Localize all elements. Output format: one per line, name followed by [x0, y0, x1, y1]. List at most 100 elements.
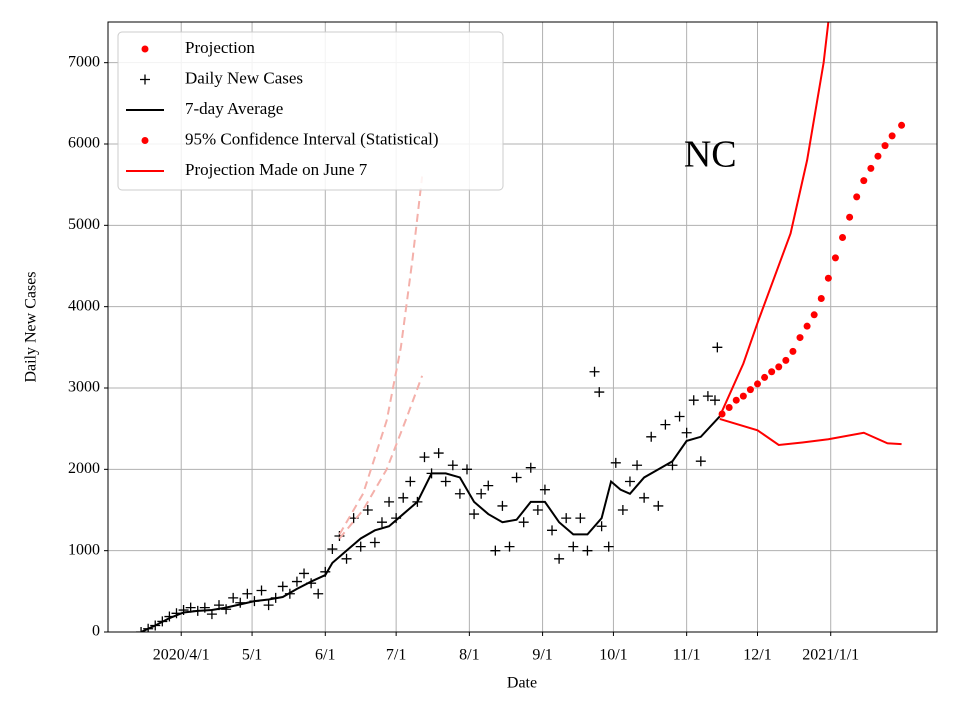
case-marker	[355, 541, 366, 552]
projection-dot	[817, 295, 825, 303]
axes-frame	[107, 21, 938, 633]
y-tick-label: 0	[92, 623, 100, 640]
projection-dot	[789, 347, 797, 355]
case-marker	[709, 395, 720, 406]
legend-label: Daily New Cases	[185, 68, 303, 87]
y-tick-label: 6000	[68, 135, 100, 152]
case-marker	[695, 456, 706, 467]
y-tick-label: 2000	[68, 460, 100, 477]
y-tick-label: 5000	[68, 216, 100, 233]
projection-dot	[782, 356, 790, 364]
case-marker	[291, 576, 302, 587]
projection-dot	[754, 380, 762, 388]
projection-dot	[761, 373, 769, 381]
projection-dot	[831, 254, 839, 262]
x-tick-label: 10/1	[599, 647, 627, 664]
case-marker	[476, 488, 487, 499]
legend-label: Projection Made on June 7	[185, 160, 368, 179]
case-marker	[454, 488, 465, 499]
case-marker	[532, 505, 543, 515]
x-tick-label: 6/1	[315, 647, 335, 664]
x-tick-label: 2021/1/1	[802, 647, 859, 664]
x-tick-label: 8/1	[459, 647, 479, 664]
projection-dot	[768, 368, 776, 376]
projection-dot	[810, 311, 818, 319]
projection-dot	[881, 142, 889, 150]
projection-dot	[746, 386, 754, 394]
case-marker	[277, 581, 288, 592]
case-marker	[582, 545, 593, 556]
projection-dot	[860, 177, 868, 185]
case-marker	[594, 387, 605, 398]
case-marker	[518, 517, 529, 528]
ticks: 0 1000 2000 3000 4000 5000 6000 7000 2020/4/1 5/1…	[68, 53, 859, 663]
projection-dot	[853, 193, 861, 201]
x-tick-label: 11/1	[673, 647, 701, 664]
y-tick-label: 4000	[68, 297, 100, 314]
case-marker	[575, 513, 586, 524]
x-tick-label: 5/1	[242, 647, 262, 664]
case-marker	[688, 395, 699, 406]
case-marker	[568, 541, 579, 552]
case-marker	[228, 592, 239, 603]
series-line	[719, 417, 902, 446]
projection-dot	[824, 274, 832, 282]
legend-marker	[141, 137, 149, 144]
y-axis-label: Daily New Cases	[23, 271, 40, 382]
projection-dot	[839, 234, 847, 242]
legend-label: 7-day Average	[185, 99, 283, 118]
legend-label: Projection	[185, 38, 255, 57]
case-marker	[221, 604, 232, 615]
case-marker	[702, 391, 713, 402]
case-marker	[376, 517, 387, 528]
case-marker	[603, 541, 614, 552]
case-marker	[327, 544, 338, 555]
legend-marker	[141, 45, 149, 53]
case-marker	[511, 472, 522, 483]
projection-dot	[874, 152, 882, 160]
legend-label: 95% Confidence Interval (Statistical)	[185, 129, 439, 148]
case-marker	[263, 600, 274, 611]
case-marker	[681, 427, 692, 438]
x-tick-label: 9/1	[532, 647, 552, 664]
case-marker	[419, 452, 430, 463]
case-marker	[299, 568, 310, 579]
case-marker	[547, 525, 558, 536]
y-tick-label: 7000	[68, 53, 100, 70]
projection-dot	[898, 121, 906, 129]
case-marker	[712, 342, 723, 353]
case-marker	[504, 541, 515, 552]
y-tick-label: 1000	[68, 541, 100, 558]
projection-dot	[732, 396, 740, 404]
plot-area	[136, 22, 906, 632]
case-marker	[539, 484, 550, 495]
case-marker	[469, 509, 480, 520]
case-marker	[440, 476, 451, 487]
legend-box	[117, 31, 504, 191]
x-tick-label: 12/1	[743, 647, 771, 664]
case-marker	[525, 462, 536, 473]
projection-dot	[803, 322, 811, 330]
x-tick-label: 7/1	[386, 647, 406, 664]
projection-dot	[739, 392, 747, 400]
projection-dot	[846, 213, 854, 221]
case-marker	[398, 492, 409, 503]
projection-dot	[867, 164, 875, 172]
case-marker	[313, 588, 324, 599]
case-marker	[341, 553, 352, 564]
case-marker	[256, 585, 267, 596]
case-marker	[369, 537, 380, 548]
case-marker	[653, 500, 664, 511]
case-marker	[490, 545, 501, 556]
case-marker	[497, 500, 508, 511]
series-line	[338, 176, 424, 535]
case-marker	[639, 492, 650, 503]
case-marker	[624, 476, 635, 487]
legend: Projection Daily New Cases 7-day Average 95…	[117, 31, 504, 191]
case-marker	[447, 460, 458, 471]
case-marker	[632, 460, 643, 471]
series-line	[338, 375, 424, 540]
case-marker	[554, 553, 565, 564]
case-marker	[242, 588, 253, 599]
projection-dot	[888, 132, 896, 140]
